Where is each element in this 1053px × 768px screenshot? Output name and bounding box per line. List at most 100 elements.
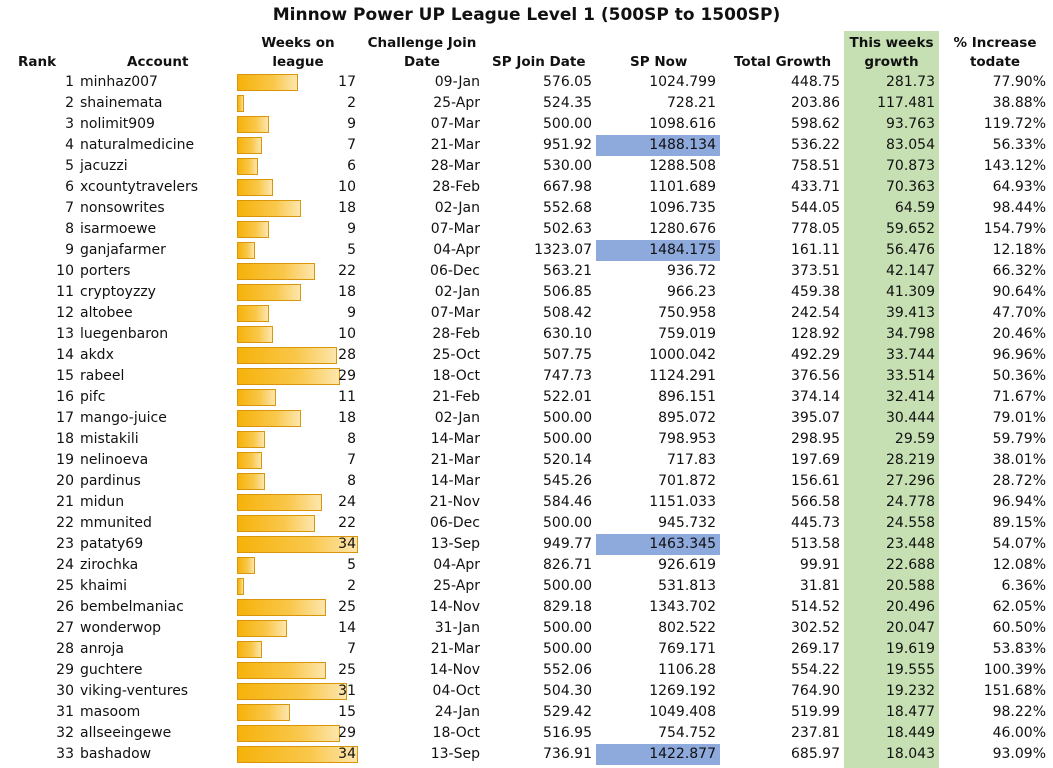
sp-now-cell: 1000.042: [649, 347, 716, 363]
weeks-data-bar: [237, 620, 287, 637]
rank-cell: 13: [56, 326, 74, 342]
account-cell: rabeel: [80, 368, 125, 384]
sp-now-cell: 728.21: [667, 95, 716, 111]
join-date-cell: 04-Oct: [432, 683, 480, 699]
pct-increase-cell: 54.07%: [992, 536, 1046, 552]
this-week-cell: 20.047: [886, 620, 935, 636]
total-growth-cell: 554.22: [791, 662, 840, 678]
weeks-data-bar: [237, 221, 269, 238]
weeks-data-bar: [237, 683, 347, 700]
pct-increase-cell: 154.79%: [983, 221, 1046, 237]
sp-now-cell: 754.752: [658, 725, 716, 741]
weeks-cell: 8: [347, 431, 356, 447]
sp-join-cell: 630.10: [543, 326, 592, 342]
total-growth-cell: 203.86: [791, 95, 840, 111]
weeks-data-bar: [237, 242, 255, 259]
join-date-cell: 04-Apr: [433, 557, 480, 573]
rank-cell: 8: [65, 221, 74, 237]
sp-now-highlight: [596, 744, 720, 765]
pct-increase-cell: 66.32%: [992, 263, 1046, 279]
pct-increase-cell: 96.96%: [992, 347, 1046, 363]
join-date-cell: 31-Jan: [434, 620, 480, 636]
rank-cell: 25: [56, 578, 74, 594]
join-date-cell: 14-Nov: [429, 662, 480, 678]
pct-increase-cell: 151.68%: [983, 683, 1046, 699]
weeks-data-bar: [237, 704, 290, 721]
sp-join-cell: 500.00: [543, 641, 592, 657]
sp-join-cell: 500.00: [543, 116, 592, 132]
pct-increase-cell: 62.05%: [992, 599, 1046, 615]
weeks-data-bar: [237, 158, 258, 175]
table-row: 11 cryptoyzzy 18 02-Jan 506.85 966.23 459.38 41…: [0, 282, 1053, 303]
table-row: 8 isarmoewe 9 07-Mar 502.63 1280.676 778.05 59.…: [0, 219, 1053, 240]
sp-now-cell: 1106.28: [658, 662, 716, 678]
this-week-cell: 24.558: [886, 515, 935, 531]
sp-now-cell: 1101.689: [649, 179, 716, 195]
join-date-cell: 02-Jan: [434, 410, 480, 426]
sp-join-cell: 522.01: [543, 389, 592, 405]
table-row: 26 bembelmaniac 25 14-Nov 829.18 1343.702 514.…: [0, 597, 1053, 618]
join-date-cell: 21-Nov: [429, 494, 480, 510]
sp-join-cell: 829.18: [543, 599, 592, 615]
account-cell: mango-juice: [80, 410, 167, 426]
rank-cell: 18: [56, 431, 74, 447]
account-cell: pifc: [80, 389, 106, 405]
sp-join-cell: 520.14: [543, 452, 592, 468]
sp-join-cell: 667.98: [543, 179, 592, 195]
weeks-data-bar: [237, 200, 301, 217]
table-row: 25 khaimi 2 25-Apr 500.00 531.813 31.81 20.588 6…: [0, 576, 1053, 597]
total-growth-cell: 374.14: [791, 389, 840, 405]
rank-cell: 19: [56, 452, 74, 468]
weeks-cell: 7: [347, 137, 356, 153]
rank-cell: 23: [56, 536, 74, 552]
sp-join-cell: 504.30: [543, 683, 592, 699]
account-cell: mistakili: [80, 431, 139, 447]
rank-cell: 14: [56, 347, 74, 363]
pct-increase-cell: 46.00%: [992, 725, 1046, 741]
this-week-cell: 29.59: [894, 431, 935, 447]
table-row: 9 ganjafarmer 5 04-Apr 1323.07 1484.175 161.11…: [0, 240, 1053, 261]
rank-cell: 7: [65, 200, 74, 216]
sp-now-cell: 1151.033: [649, 494, 716, 510]
this-week-cell: 22.688: [886, 557, 935, 573]
table-row: 15 rabeel 29 18-Oct 747.73 1124.291 376.56 33.5…: [0, 366, 1053, 387]
total-growth-cell: 373.51: [791, 263, 840, 279]
weeks-cell: 9: [347, 221, 356, 237]
pct-increase-cell: 38.01%: [992, 452, 1046, 468]
table-row: 2 shainemata 2 25-Apr 524.35 728.21 203.86 117.…: [0, 93, 1053, 114]
table-row: 1 minhaz007 17 09-Jan 576.05 1024.799 448.75 28…: [0, 72, 1053, 93]
total-growth-cell: 598.62: [791, 116, 840, 132]
account-cell: anroja: [80, 641, 124, 657]
this-week-cell: 28.219: [886, 452, 935, 468]
table-row: 3 nolimit909 9 07-Mar 500.00 1098.616 598.62 93…: [0, 114, 1053, 135]
total-growth-cell: 302.52: [791, 620, 840, 636]
weeks-data-bar: [237, 95, 244, 112]
weeks-cell: 8: [347, 473, 356, 489]
weeks-cell: 22: [338, 515, 356, 531]
weeks-data-bar: [237, 662, 326, 679]
table-row: 31 masoom 15 24-Jan 529.42 1049.408 519.99 18.4…: [0, 702, 1053, 723]
weeks-cell: 10: [338, 179, 356, 195]
total-growth-cell: 433.71: [791, 179, 840, 195]
join-date-cell: 28-Feb: [432, 179, 480, 195]
join-date-cell: 14-Mar: [430, 431, 480, 447]
join-date-cell: 21-Mar: [430, 452, 480, 468]
account-cell: luegenbaron: [80, 326, 169, 342]
weeks-cell: 5: [347, 242, 356, 258]
sp-now-cell: 926.619: [658, 557, 716, 573]
table-row: 28 anroja 7 21-Mar 500.00 769.171 269.17 19.619…: [0, 639, 1053, 660]
pct-increase-cell: 20.46%: [992, 326, 1046, 342]
rank-cell: 17: [56, 410, 74, 426]
table-row: 16 pifc 11 21-Feb 522.01 896.151 374.14 32.414 7…: [0, 387, 1053, 408]
sp-join-cell: 516.95: [543, 725, 592, 741]
this-week-cell: 42.147: [886, 263, 935, 279]
sp-join-cell: 508.42: [543, 305, 592, 321]
weeks-data-bar: [237, 515, 315, 532]
total-growth-cell: 197.69: [791, 452, 840, 468]
sp-now-cell: 769.171: [658, 641, 716, 657]
sp-join-cell: 584.46: [543, 494, 592, 510]
sp-join-cell: 500.00: [543, 410, 592, 426]
pct-increase-cell: 77.90%: [992, 74, 1046, 90]
table-row: 29 guchtere 25 14-Nov 552.06 1106.28 554.22 19.…: [0, 660, 1053, 681]
sp-now-cell: 966.23: [667, 284, 716, 300]
